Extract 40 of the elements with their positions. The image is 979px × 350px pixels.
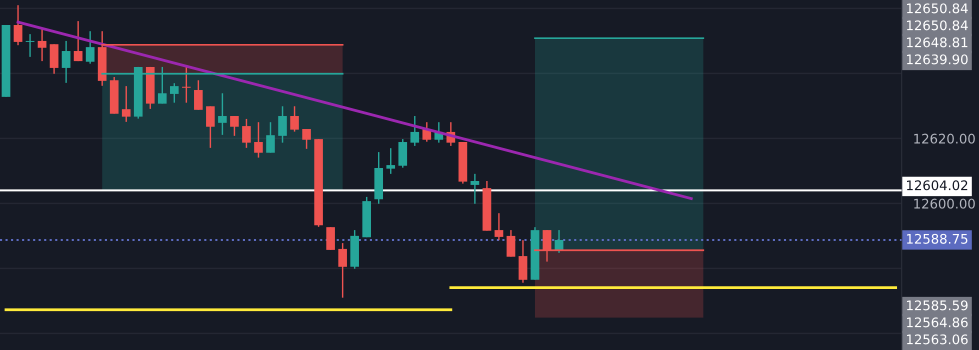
text: 12585.59: [907, 300, 968, 310]
candlestick: [398, 138, 408, 168]
text: 12563.06: [907, 334, 968, 344]
candlestick: [470, 173, 480, 204]
candlestick: [38, 26, 46, 62]
candlestick: [506, 229, 516, 258]
ref-line-label: 12588.75: [907, 234, 968, 244]
text: 12639.90: [907, 54, 968, 64]
candlestick: [410, 115, 420, 147]
candlestick: [254, 121, 263, 158]
candlestick: [206, 106, 215, 149]
ref-line-label: 12604.02: [907, 180, 968, 190]
candlestick: [62, 40, 70, 84]
y-tick-label: 12600.00: [914, 198, 975, 209]
candlestick: [194, 80, 203, 111]
candlestick: [326, 226, 335, 251]
candlestick: [266, 121, 275, 154]
candlestick: [278, 106, 287, 144]
candlestick: [230, 115, 239, 137]
candlestick: [170, 82, 179, 104]
candlestick: [518, 239, 528, 284]
candlestick: [290, 106, 299, 132]
candlestick: [86, 30, 94, 64]
candlestick: [122, 85, 131, 123]
candlestick: [50, 44, 58, 74]
text: 12648.81: [907, 37, 968, 48]
candlestick: [14, 4, 22, 46]
candlestick: [26, 33, 34, 58]
text: 12650.84: [907, 20, 968, 30]
candlestick: [554, 229, 564, 254]
candlestick: [302, 128, 311, 150]
text: 12650.84: [907, 3, 968, 14]
candlestick: [494, 212, 504, 241]
y-tick-label: 12620.00: [914, 134, 975, 144]
candlestick: [74, 20, 82, 62]
candlestick: [218, 92, 227, 136]
candlestick: [386, 147, 396, 175]
text: 12564.86: [907, 317, 968, 328]
candlestick: [242, 118, 251, 149]
candlestick: [338, 242, 347, 298]
